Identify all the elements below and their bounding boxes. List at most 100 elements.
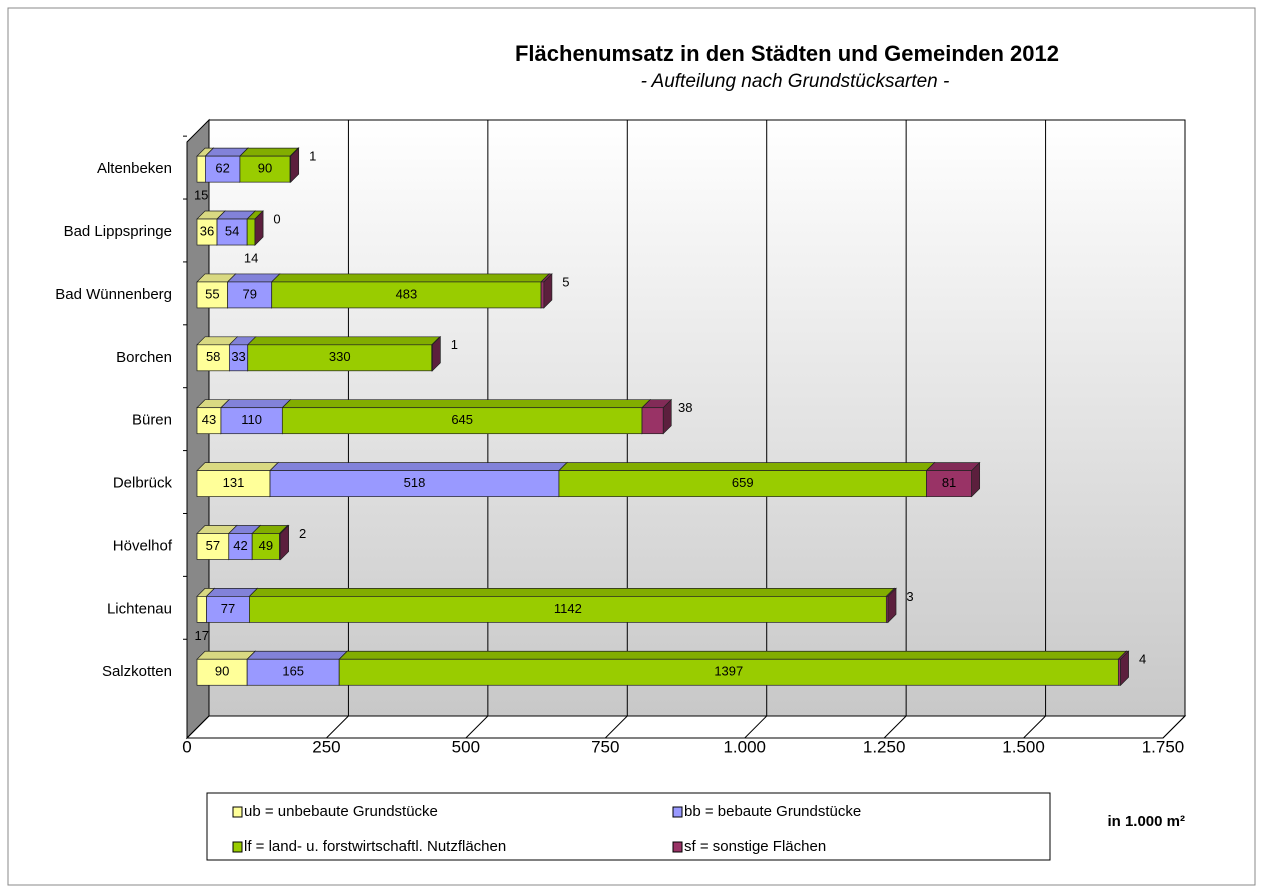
legend-swatch [232,841,243,853]
value-label: 518 [404,475,426,490]
value-label: 5 [562,274,569,289]
bar-segment [885,587,897,624]
legend-swatch [232,806,243,818]
grid-line [186,715,210,739]
bar [281,407,643,435]
bar [251,533,280,560]
bar-segment [254,210,264,246]
chart-title: Flächenumsatz in den Städten und Gemeind… [515,41,1059,66]
value-label: 165 [282,664,304,679]
value-label: 38 [678,400,692,415]
value-label: 54 [225,223,239,238]
bar-segment [246,335,441,372]
bar-top [269,462,568,471]
grid-line [465,715,489,739]
bar-side [1120,650,1129,687]
grid-line [744,715,768,739]
bar [338,658,1119,686]
value-label: 62 [215,161,229,176]
legend-label: ub = unbebaute Grundstücke [244,803,438,820]
bar [239,155,291,183]
bar-segment [289,147,300,183]
bar-segment [925,461,981,498]
value-label: 330 [329,349,351,364]
value-label: 1 [309,149,316,164]
bar-side [280,524,290,561]
value-label: 1142 [554,601,582,616]
bar-top [338,650,1128,660]
grid-line [1023,715,1046,739]
value-label: 79 [242,286,256,301]
y-tick-label: Altenbeken [97,160,172,177]
x-axis-label: in 1.000 m² [1107,813,1185,830]
bar-segment [281,398,651,435]
bar [249,596,887,623]
chart-subtitle: - Aufteilung nach Grundstücksarten - [641,71,950,92]
bar-segment [248,587,896,624]
value-label: 4 [1139,652,1146,667]
bar-top [270,273,550,283]
value-label: 3 [906,589,913,604]
bar [246,658,340,686]
y-tick-label: Bad Wünnenberg [55,286,172,303]
bar-top [196,650,257,660]
bar [196,596,207,623]
bar-segment [430,335,442,372]
legend-label: sf = sonstige Flächen [684,838,826,855]
y-tick-label: Büren [132,412,172,429]
bar [196,470,271,497]
value-label: 2 [299,526,306,541]
x-tick-label: 1.000 [723,737,766,756]
value-label: 110 [241,412,262,427]
y-tick-label: Borchen [116,349,172,366]
y-tick-label: Delbrück [113,475,173,492]
bar-segment [269,461,568,498]
bar [205,155,241,183]
bar-segment [338,650,1128,687]
value-label: 1 [451,337,458,352]
value-label: 57 [206,538,220,553]
bar-segment [641,398,673,435]
value-label: 81 [942,475,956,490]
bar [220,407,283,435]
bar [246,218,256,246]
value-label: 33 [231,349,245,364]
y-tick-label: Salzkotten [102,663,172,680]
bar-top [220,399,292,409]
bar [641,407,664,435]
bar-segment [278,524,290,561]
bar [196,281,229,309]
value-label: 55 [205,286,219,301]
bar [271,281,542,309]
floor [185,715,1187,739]
value-label: 15 [194,188,208,203]
value-label: 0 [273,211,280,226]
bar-top [196,462,279,471]
value-label: 43 [202,412,216,427]
bar [216,218,248,246]
x-tick-label: 0 [182,737,191,756]
bar-top [925,462,981,471]
bar-side [290,147,300,183]
bar [196,533,230,560]
value-label: 483 [396,286,418,301]
bar [196,344,230,372]
value-label: 14 [244,250,258,265]
value-label: 58 [206,349,220,364]
x-tick-label: 750 [591,737,619,756]
grid-line [326,715,349,739]
value-label: 77 [221,601,235,616]
bar-top [281,399,651,409]
value-label: 1397 [714,664,743,679]
bar-side [887,587,897,624]
bar-side [254,210,264,246]
bar [926,470,973,497]
bar-side [971,461,981,498]
bar-top [246,336,441,346]
bar-top [558,462,936,471]
bar-side [432,335,441,372]
x-tick-label: 1.500 [1002,737,1045,756]
value-label: 659 [732,475,754,490]
bar-side [543,273,553,309]
bar-segment [1117,650,1130,687]
